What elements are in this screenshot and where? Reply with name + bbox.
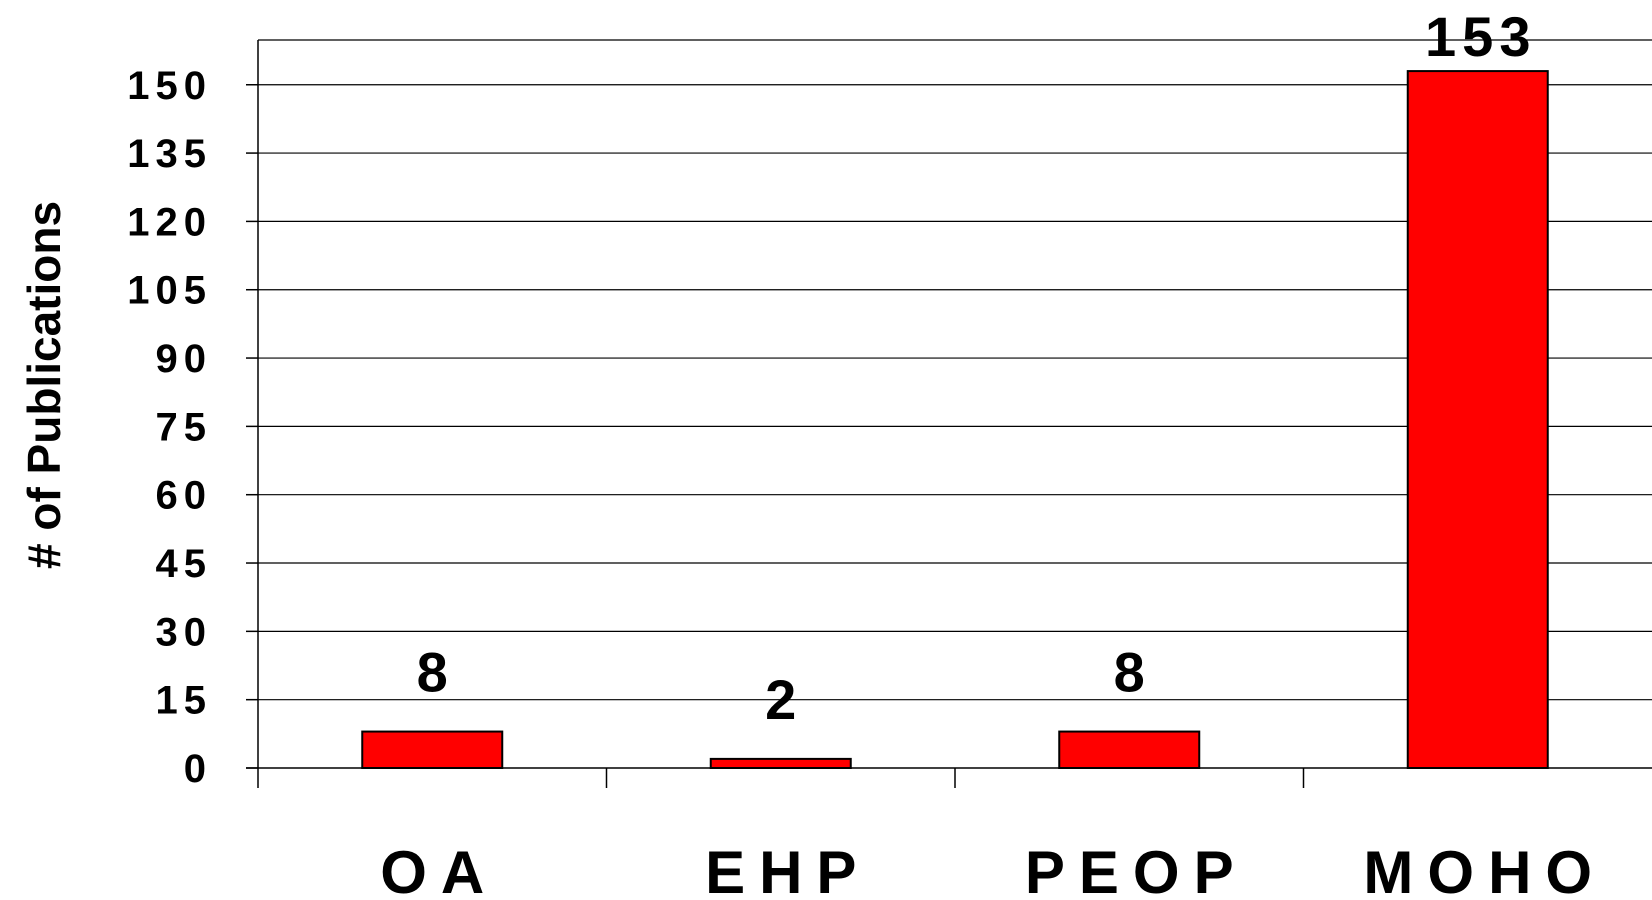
x-tick-label-ehp: EHP xyxy=(705,839,870,900)
x-tick-labels: OA EHP PEOP MOHO xyxy=(380,839,1606,900)
y-tick-label-15: 15 xyxy=(156,679,213,723)
bar-peop xyxy=(1058,730,1201,769)
bar-moho xyxy=(1406,70,1549,769)
y-tick-label-75: 75 xyxy=(156,405,213,449)
y-tick-label-135: 135 xyxy=(127,132,212,176)
y-axis-title: # of Publications xyxy=(18,201,70,569)
y-tick-label-60: 60 xyxy=(156,474,213,518)
bars xyxy=(361,70,1549,770)
y-tick-label-120: 120 xyxy=(127,200,212,244)
y-tick-label-30: 30 xyxy=(156,610,213,654)
data-label-ehp: 2 xyxy=(765,668,802,731)
data-label-oa: 8 xyxy=(417,641,454,704)
y-tick-label-90: 90 xyxy=(156,337,213,381)
bar-ehp xyxy=(709,757,852,770)
x-tick-label-moho: MOHO xyxy=(1363,839,1606,900)
y-tick-label-0: 0 xyxy=(184,747,212,791)
data-labels: 8 2 8 153 xyxy=(417,5,1536,731)
x-tick-label-oa: OA xyxy=(380,839,498,900)
data-label-peop: 8 xyxy=(1114,641,1151,704)
x-tick-label-peop: PEOP xyxy=(1025,839,1248,900)
y-tick-label-45: 45 xyxy=(156,542,213,586)
y-tick-labels: 0 15 30 45 60 75 90 105 120 135 150 xyxy=(127,64,213,791)
y-tick-label-150: 150 xyxy=(127,64,212,108)
y-tick-label-105: 105 xyxy=(127,269,212,313)
bar-oa xyxy=(361,730,504,769)
data-label-moho: 153 xyxy=(1425,5,1536,68)
